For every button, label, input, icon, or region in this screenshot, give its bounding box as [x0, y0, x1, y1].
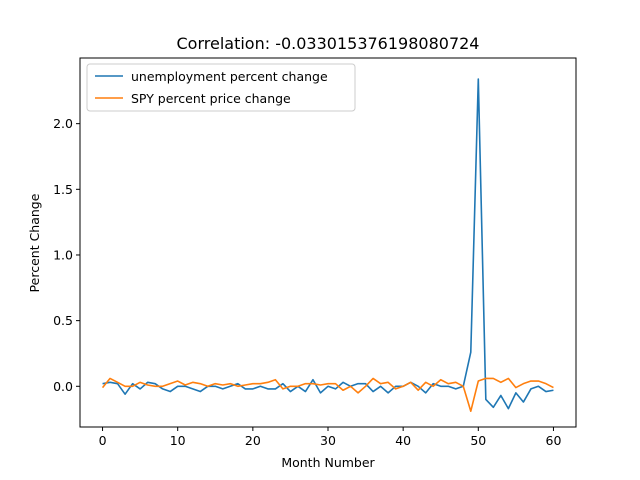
x-axis: 0 10 20 30 40 50 60 [99, 427, 562, 448]
legend-label-unemployment: unemployment percent change [131, 69, 328, 84]
y-tick-label: 1.5 [53, 182, 73, 197]
x-tick-label: 60 [546, 433, 562, 448]
unemployment-line [102, 78, 554, 410]
spy-line [101, 377, 554, 413]
legend: unemployment percent change SPY percent … [86, 63, 356, 112]
y-axis-label: Percent Change [27, 193, 42, 292]
legend-box [86, 63, 356, 112]
y-tick-label: 2.0 [53, 116, 73, 131]
plot-lines [101, 78, 554, 413]
y-tick-label: 0.5 [53, 313, 73, 328]
y-tick-label: 1.0 [53, 247, 73, 262]
plot-frame [79, 57, 577, 428]
y-tick-label: 0.0 [53, 379, 73, 394]
chart-title: Correlation: -0.033015376198080724 [177, 34, 480, 53]
x-axis-label: Month Number [281, 455, 375, 470]
x-tick-label: 20 [245, 433, 261, 448]
x-tick-label: 40 [395, 433, 411, 448]
x-tick-label: 50 [470, 433, 486, 448]
legend-label-spy: SPY percent price change [131, 91, 291, 106]
x-tick-label: 0 [99, 433, 107, 448]
x-tick-label: 30 [320, 433, 336, 448]
y-axis: 0.0 0.5 1.0 1.5 2.0 [53, 116, 80, 394]
x-tick-label: 10 [170, 433, 186, 448]
